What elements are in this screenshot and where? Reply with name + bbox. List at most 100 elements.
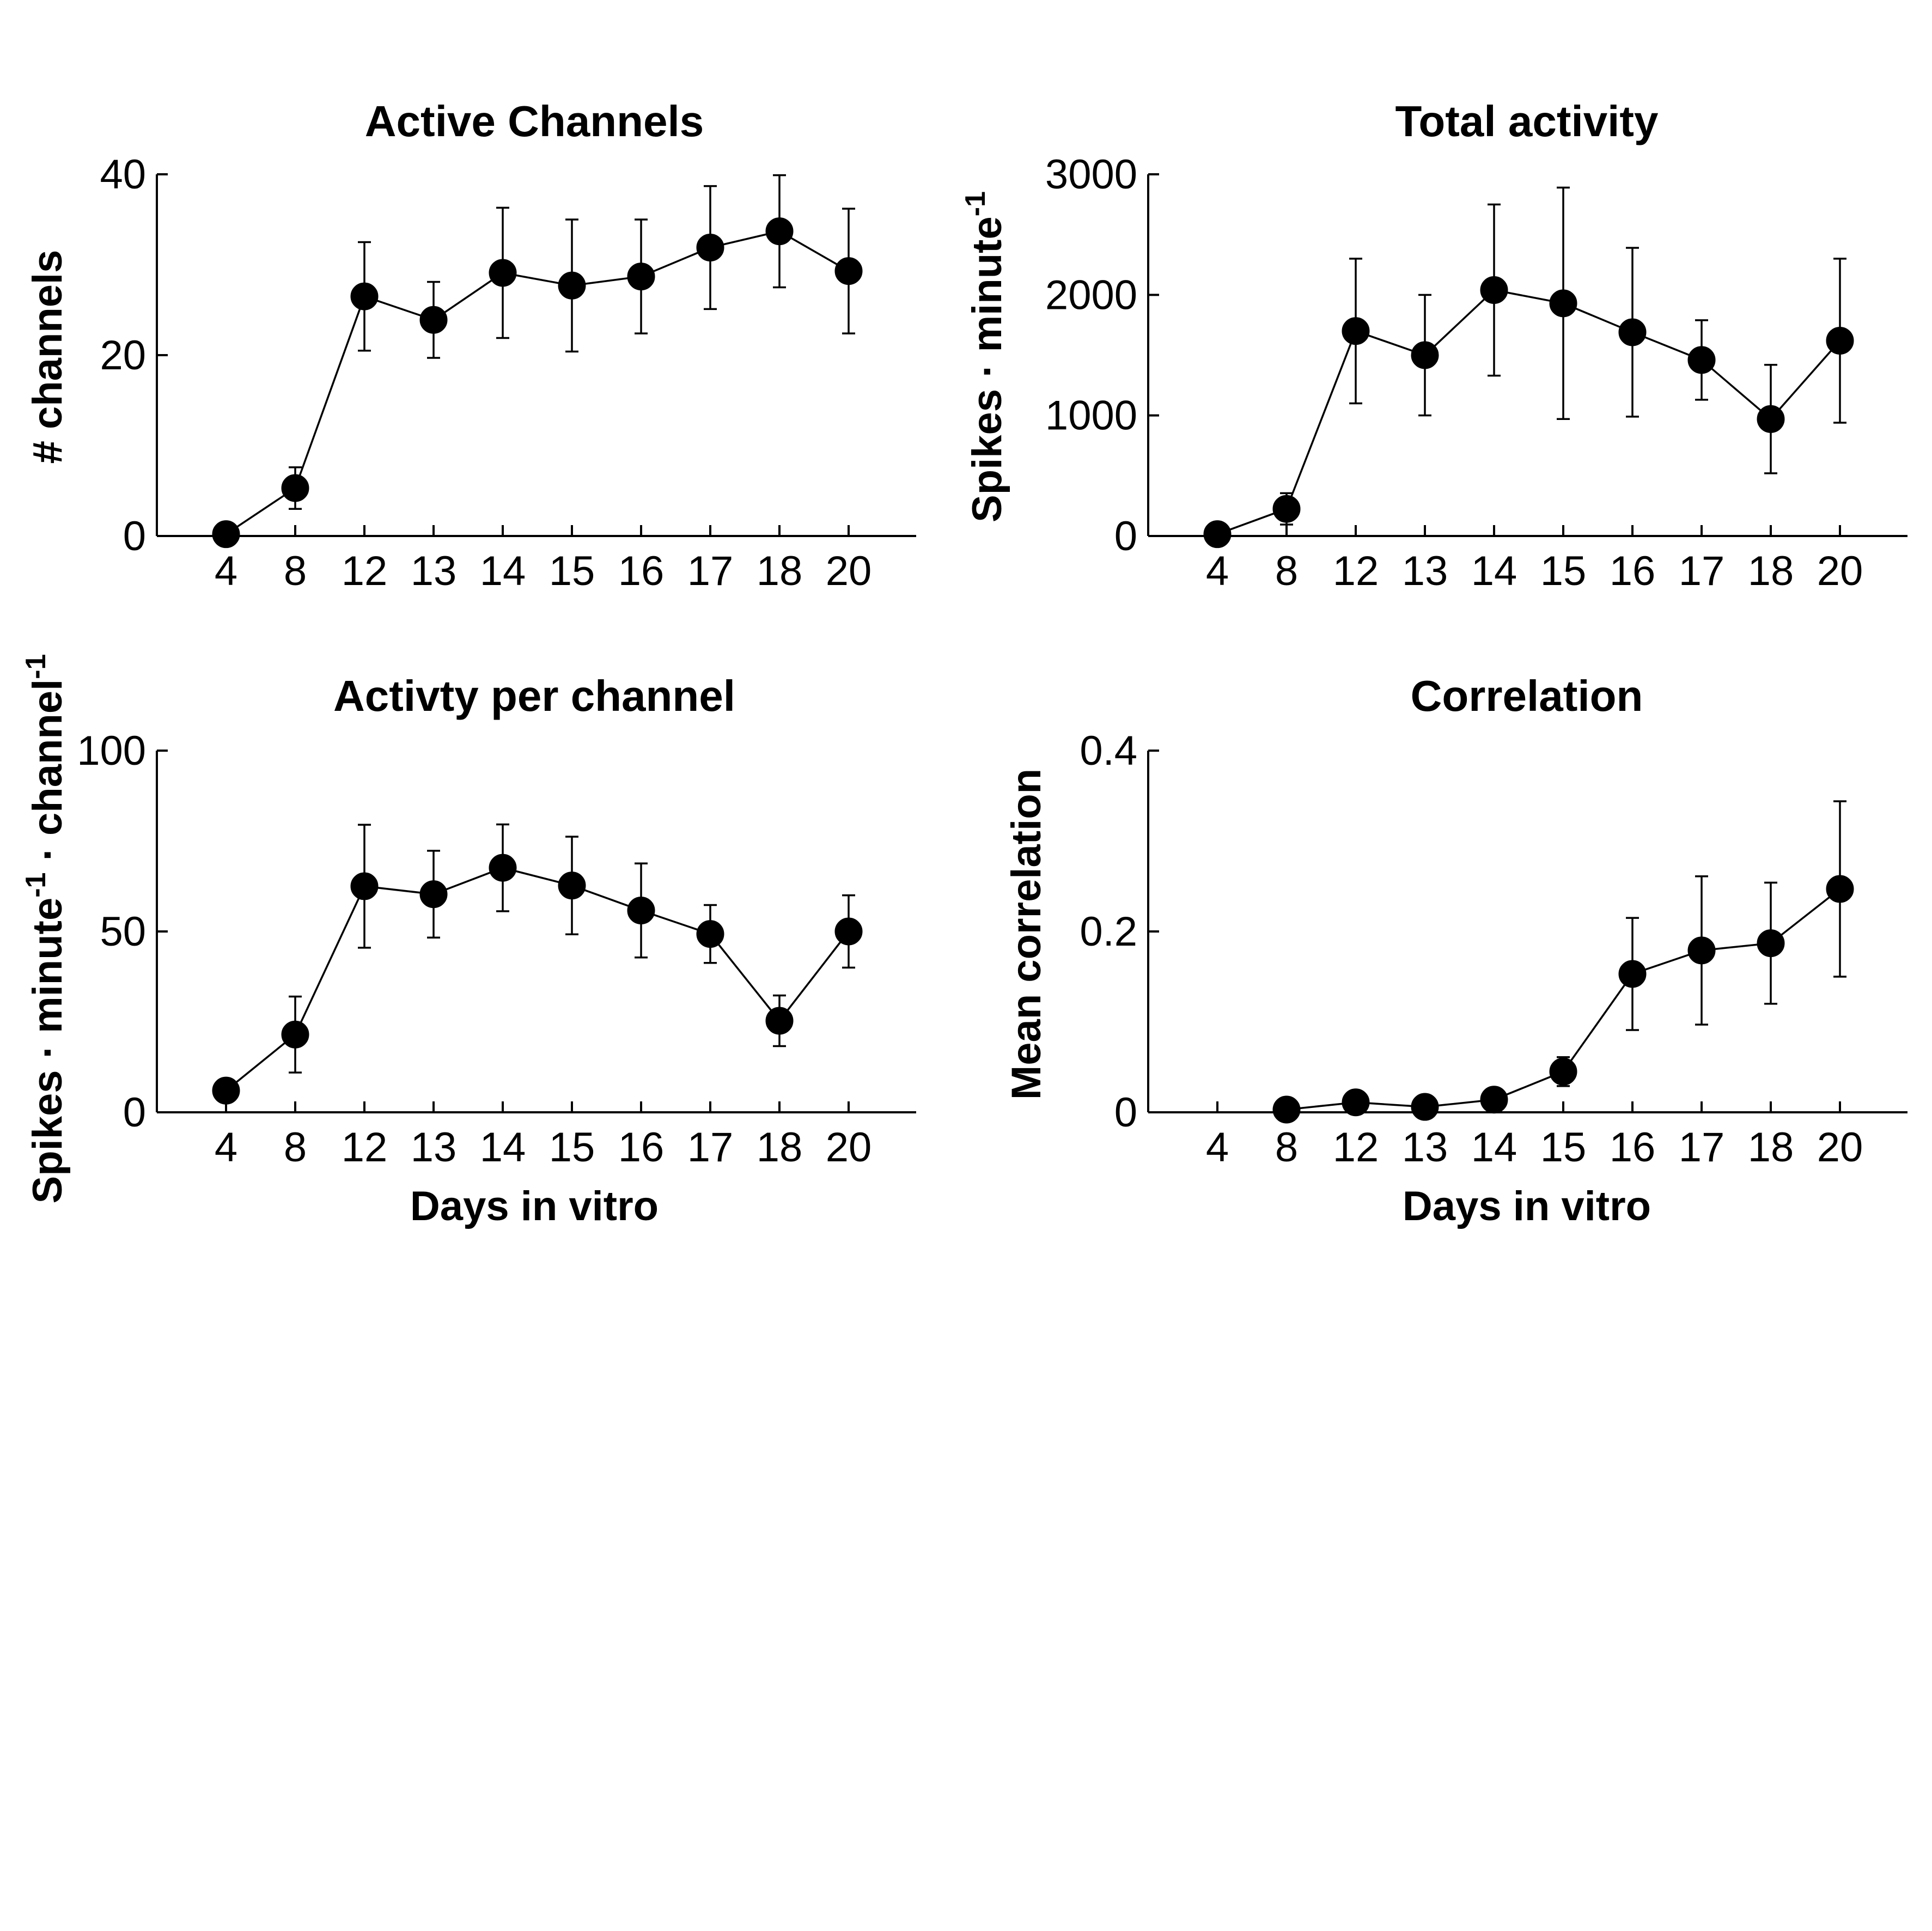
data-point — [1480, 1086, 1508, 1114]
y-tick-label: 0 — [123, 513, 146, 559]
data-point — [834, 917, 863, 946]
x-tick-label: 20 — [1817, 548, 1863, 594]
x-tick-label: 17 — [1679, 548, 1725, 594]
data-point — [489, 259, 517, 287]
x-tick-label: 18 — [757, 1124, 803, 1171]
y-axis-label-superscript: -1 — [960, 191, 991, 216]
marks-active-channels — [212, 174, 863, 549]
panel-correlation: Correlation Mean correlation Days in vit… — [1003, 672, 1907, 1229]
y-axis-label: Spikes · minute-1 · channel-1 — [20, 654, 71, 1204]
y-tick-label: 0.2 — [1080, 909, 1137, 955]
chart-title: Correlation — [1411, 672, 1643, 720]
x-tick-label: 14 — [480, 1124, 526, 1171]
axes-active-channels: 0 20 40 4 8 12 13 14 15 16 17 18 20 — [100, 151, 916, 594]
data-point — [1618, 318, 1647, 346]
data-point — [1549, 1057, 1577, 1086]
x-tick-label: 12 — [342, 548, 388, 594]
x-tick-label: 15 — [549, 548, 595, 594]
x-tick-label: 20 — [1817, 1124, 1863, 1171]
data-point — [419, 306, 448, 334]
series-line — [225, 230, 849, 535]
x-tick-label: 17 — [687, 1124, 734, 1171]
x-tick-label: 14 — [480, 548, 526, 594]
x-tick-label: 15 — [1540, 1124, 1587, 1171]
data-point — [558, 872, 586, 900]
data-point — [212, 1076, 240, 1105]
x-tick-label: 4 — [1206, 1124, 1229, 1171]
data-point — [1342, 317, 1370, 345]
data-point — [765, 1007, 794, 1035]
x-axis-label: Days in vitro — [1403, 1183, 1651, 1229]
data-point — [834, 257, 863, 285]
x-tick-label: 13 — [1402, 548, 1448, 594]
marks-correlation — [1272, 800, 1854, 1124]
data-point — [1411, 341, 1439, 369]
x-tick-label: 20 — [826, 1124, 872, 1171]
y-tick-label: 40 — [100, 151, 146, 198]
data-point — [1826, 326, 1854, 355]
x-tick-label: 13 — [411, 1124, 457, 1171]
data-point — [627, 896, 655, 924]
data-point — [1687, 346, 1716, 374]
x-tick-label: 4 — [215, 548, 237, 594]
x-tick-label: 20 — [826, 548, 872, 594]
x-tick-label: 17 — [1679, 1124, 1725, 1171]
y-axis-label: Spikes · minute-1 — [960, 191, 1010, 522]
axes-activity-per-channel: 0 50 100 4 8 12 13 14 15 16 17 18 20 — [77, 728, 916, 1171]
x-tick-label: 14 — [1471, 1124, 1517, 1171]
y-axis-label: Mean correlation — [1003, 769, 1050, 1100]
data-point — [1757, 405, 1785, 433]
y-tick-label: 20 — [100, 332, 146, 379]
data-point — [1687, 936, 1716, 965]
data-point — [1342, 1088, 1370, 1117]
y-axis-label: # channels — [25, 250, 71, 464]
y-tick-label: 50 — [100, 909, 146, 955]
x-tick-label: 16 — [1610, 548, 1656, 594]
data-point — [419, 880, 448, 909]
chart-title: Activty per channel — [333, 672, 735, 720]
y-axis-label-superscript: -1 — [20, 873, 52, 898]
y-tick-label: 3000 — [1045, 151, 1137, 198]
x-tick-label: 8 — [284, 548, 307, 594]
x-tick-label: 17 — [687, 548, 734, 594]
series-line — [225, 867, 850, 1092]
data-point — [1757, 929, 1785, 958]
x-tick-label: 4 — [1206, 548, 1229, 594]
x-tick-label: 14 — [1471, 548, 1517, 594]
x-tick-label: 18 — [1748, 548, 1794, 594]
x-tick-label: 18 — [757, 548, 803, 594]
data-point — [1618, 960, 1647, 988]
chart-title: Total activity — [1395, 97, 1659, 145]
y-tick-label: 0 — [1114, 513, 1137, 559]
data-point — [281, 1020, 309, 1049]
data-point — [627, 263, 655, 291]
x-tick-label: 13 — [1402, 1124, 1448, 1171]
axes-total-activity: 0 1000 2000 3000 4 8 12 13 14 15 16 17 18 20 — [1045, 151, 1907, 594]
x-tick-label: 16 — [1610, 1124, 1656, 1171]
x-tick-label: 8 — [284, 1124, 307, 1171]
x-tick-label: 12 — [1333, 548, 1379, 594]
data-point — [1411, 1093, 1439, 1121]
data-point — [765, 217, 794, 246]
x-tick-label: 16 — [618, 548, 665, 594]
data-point — [1549, 289, 1577, 318]
x-tick-label: 15 — [549, 1124, 595, 1171]
x-tick-label: 16 — [618, 1124, 665, 1171]
data-point — [696, 233, 724, 261]
x-tick-label: 12 — [342, 1124, 388, 1171]
chart-title: Active Channels — [365, 97, 704, 145]
data-point — [1272, 1095, 1301, 1124]
y-tick-label: 2000 — [1045, 272, 1137, 318]
data-point — [212, 520, 240, 549]
y-tick-label: 0 — [123, 1089, 146, 1136]
x-tick-label: 8 — [1275, 548, 1298, 594]
y-axis-label-tail: · channel — [25, 679, 71, 873]
x-tick-label: 12 — [1333, 1124, 1379, 1171]
y-tick-label: 0 — [1114, 1089, 1137, 1136]
data-point — [1203, 520, 1232, 549]
panel-active-channels: Active Channels # channels 0 20 40 4 8 12 13 14… — [25, 97, 916, 594]
x-tick-label: 18 — [1748, 1124, 1794, 1171]
data-point — [489, 854, 517, 882]
data-point — [1480, 276, 1508, 304]
